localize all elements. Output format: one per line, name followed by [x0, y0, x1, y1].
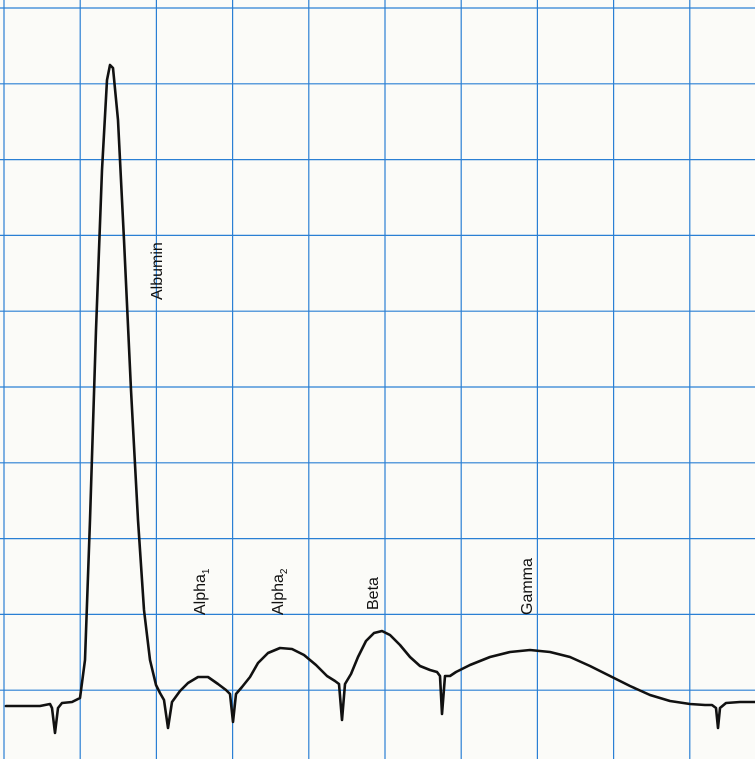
label-alpha2: Alpha2	[270, 568, 290, 615]
electrophoresis-trace	[4, 63, 755, 735]
fraction-labels: Albumin Alpha1 Alpha2 Beta Gamma	[149, 242, 536, 615]
label-alpha1: Alpha1	[192, 568, 212, 615]
label-beta: Beta	[365, 577, 382, 610]
label-gamma: Gamma	[519, 558, 536, 615]
label-albumin: Albumin	[149, 242, 166, 300]
